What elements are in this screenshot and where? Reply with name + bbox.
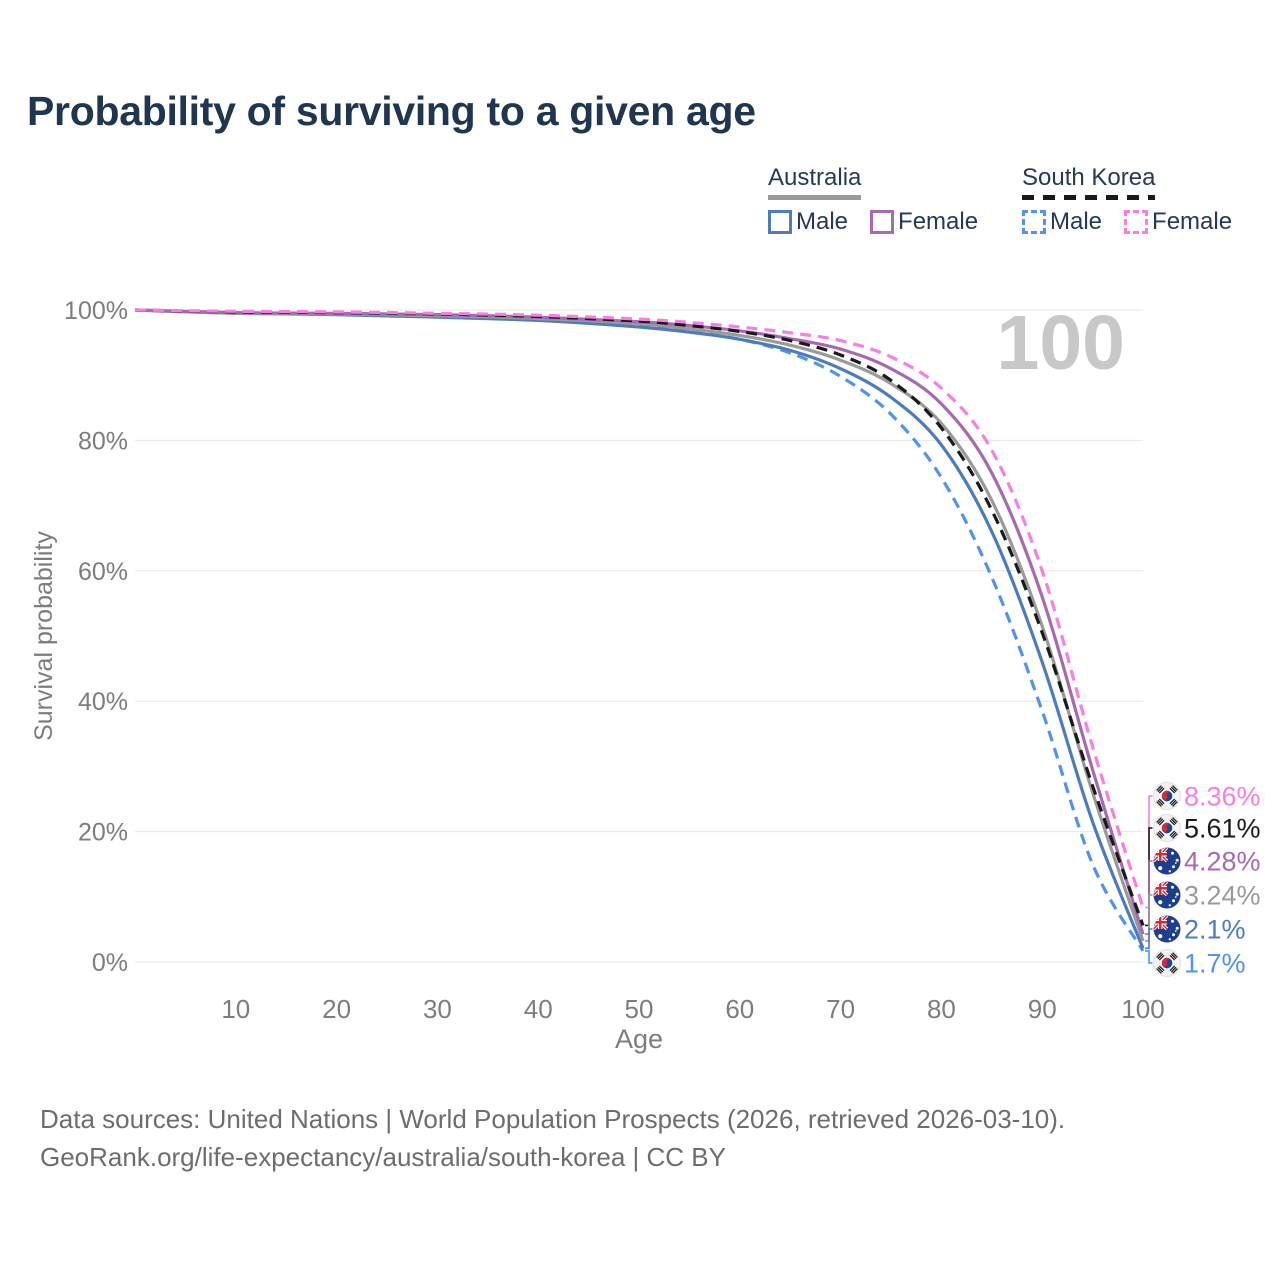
y-tick-label: 100% (64, 297, 128, 325)
legend-group-title: Australia (768, 164, 862, 191)
end-label-connector (1145, 928, 1153, 950)
x-tick-label: 100 (1121, 994, 1164, 1024)
y-tick-label: 0% (92, 949, 128, 977)
footer: Data sources: United Nations | World Pop… (40, 1100, 1065, 1176)
end-value-label-australia-female: 4.28% (1184, 847, 1261, 877)
x-tick-label: 70 (826, 994, 855, 1024)
end-value-label-australia-male: 2.1% (1184, 915, 1246, 945)
legend-item-australia-female[interactable]: Female (870, 208, 978, 236)
series-line-south-korea-male[interactable] (134, 308, 1145, 952)
y-tick-label: 20% (78, 819, 128, 847)
legend-item-label: Female (898, 208, 979, 235)
series-line-south-korea-female[interactable] (134, 308, 1145, 908)
legend-item-label: Female (1152, 208, 1233, 235)
flag-south-korea-icon (1153, 814, 1181, 842)
flag-south-korea-icon (1153, 949, 1181, 977)
legend-australia-line-sample (768, 195, 862, 200)
end-value-label-australia: 3.24% (1184, 881, 1261, 911)
legend-items: Male Female (768, 208, 978, 236)
y-axis-title: Survival probability (30, 531, 58, 741)
x-axis-title: Age (614, 1024, 664, 1054)
end-value-label-south-korea-male: 1.7% (1184, 949, 1246, 979)
legend-checkbox-female-icon[interactable] (1124, 210, 1149, 234)
series-line-south-korea[interactable] (134, 308, 1145, 926)
x-tick-label: 40 (524, 994, 553, 1024)
flag-south-korea-icon (1153, 782, 1181, 810)
legend-item-label: Male (796, 208, 849, 235)
legend-item-label: Male (1050, 208, 1103, 235)
legend-south-korea-line-sample (1022, 195, 1156, 200)
x-tick-label: 90 (1028, 994, 1057, 1024)
legend-checkbox-male-icon[interactable] (1022, 210, 1046, 234)
series-line-australia-female[interactable] (134, 308, 1145, 935)
legend-items: Male Female (1022, 208, 1232, 236)
legend-item-australia-male[interactable]: Male (768, 208, 848, 236)
end-label-connector (1145, 894, 1153, 942)
footer-data-sources: Data sources: United Nations | World Pop… (40, 1104, 1066, 1134)
legend-checkbox-female-icon[interactable] (870, 210, 895, 234)
y-tick-label: 60% (78, 558, 128, 586)
x-tick-label: 60 (725, 994, 754, 1024)
legend-checkbox-male-icon[interactable] (768, 210, 792, 234)
series-line-australia-male[interactable] (134, 308, 1145, 949)
legend-item-south-korea-male[interactable]: Male (1022, 208, 1102, 236)
x-tick-label: 10 (221, 994, 250, 1024)
legend-group-header: Australia (768, 164, 862, 200)
x-tick-label: 20 (322, 994, 351, 1024)
legend-group-title: South Korea (1022, 164, 1156, 191)
chart-title: Probability of surviving to a given age (27, 88, 756, 134)
footer-link[interactable]: GeoRank.org/life-expectancy/australia/so… (40, 1142, 726, 1172)
age-watermark: 100 (996, 300, 1125, 386)
x-tick-label: 50 (625, 994, 654, 1024)
end-value-label-south-korea: 5.61% (1184, 814, 1261, 844)
series-line-australia[interactable] (134, 308, 1145, 942)
legend-group-south-korea: South Korea Male Female (1022, 164, 1232, 236)
y-tick-label: 80% (78, 427, 128, 455)
legend-group-australia: Australia Male Female (768, 164, 978, 236)
y-tick-label: 40% (78, 688, 128, 716)
legend-group-header: South Korea (1022, 164, 1156, 200)
legend-item-south-korea-female[interactable]: Female (1124, 208, 1232, 236)
end-value-label-south-korea-female: 8.36% (1184, 782, 1261, 812)
flag-australia-icon (1153, 881, 1181, 909)
flag-australia-icon (1153, 847, 1181, 875)
flag-australia-icon (1153, 915, 1181, 943)
x-tick-label: 30 (423, 994, 452, 1024)
end-label-connector (1145, 950, 1153, 964)
x-tick-label: 80 (927, 994, 956, 1024)
